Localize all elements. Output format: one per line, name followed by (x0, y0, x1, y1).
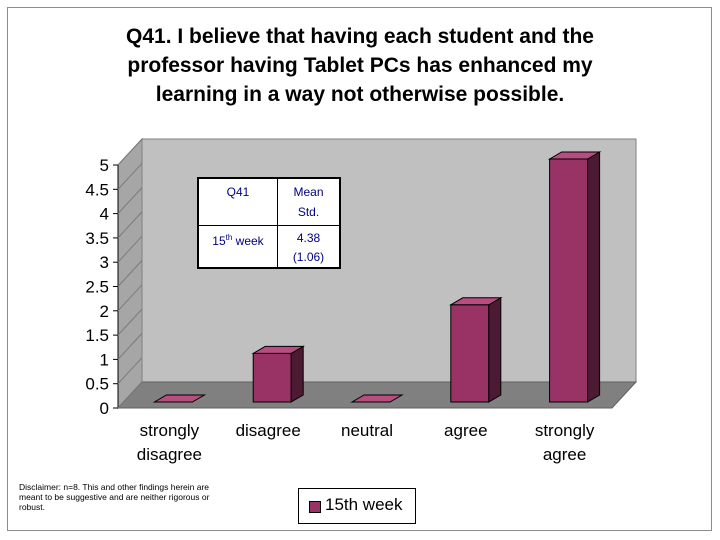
table-header-mean: Mean (293, 185, 324, 199)
y-tick-depth (117, 284, 143, 312)
title-line-3: learning in a way not otherwise possible… (155, 83, 565, 106)
bar-side (488, 296, 502, 403)
table-mean-value: 4.38 (296, 231, 321, 245)
y-tick-label: 0.5 (85, 375, 109, 394)
y-tick-label: 4.5 (85, 180, 109, 199)
bars (152, 151, 602, 403)
y-tick-label: 3 (100, 253, 109, 272)
y-tick-depth (117, 235, 143, 263)
y-tick-depth (117, 357, 143, 385)
x-category-label: disagree (236, 421, 301, 440)
y-tick-depth (117, 381, 143, 409)
bar-top (547, 151, 602, 160)
y-tick-depth (117, 138, 143, 166)
x-category-label: agree (444, 421, 487, 440)
stats-table: Q41 Mean Std. 15th week 4.38 (1.06) (197, 177, 341, 269)
x-category-label: disagree (137, 445, 202, 464)
table-divider-vertical (277, 179, 278, 267)
bar-front (549, 158, 589, 403)
table-header-std: Std. (297, 205, 320, 219)
bar-front (252, 352, 292, 403)
chart-title: Q41. I believe that having each student … (60, 22, 660, 109)
bar-top (251, 345, 306, 354)
bar-top (448, 297, 503, 306)
legend-swatch (309, 501, 321, 513)
y-tick-depth (117, 260, 143, 287)
y-tick-depth (117, 308, 143, 336)
bar (251, 345, 306, 403)
disclaimer-text: Disclaimer: n=8. This and other findings… (19, 482, 210, 512)
legend-label: 15th week (325, 495, 403, 514)
table-divider-horizontal (199, 225, 339, 226)
y-tick-label: 0 (100, 399, 109, 418)
y-tick-label: 4 (100, 205, 109, 224)
y-tick-depth (117, 187, 143, 214)
x-category-label: strongly (140, 421, 200, 440)
table-header-question: Q41 (226, 185, 250, 199)
y-tick-depth (117, 211, 143, 239)
title-line-1: Q41. I believe that having each student … (126, 25, 594, 48)
x-axis: strongly disagree disagree neutral agree stro… (137, 421, 595, 464)
y-tick-label: 5 (100, 156, 109, 175)
table-std-value: (1.06) (292, 250, 325, 264)
x-category-label: strongly (535, 421, 595, 440)
bar (350, 394, 404, 403)
bar-front (450, 304, 490, 403)
bar-side (587, 151, 601, 403)
y-tick-label: 2.5 (85, 278, 109, 297)
y-tick-label: 1.5 (85, 326, 109, 345)
y-axis: 0 0.5 1 1.5 2 2.5 3 3.5 4 4.5 5 (85, 138, 143, 418)
x-category-label: neutral (341, 421, 393, 440)
y-tick-label: 1 (100, 350, 109, 369)
y-tick-depth (117, 333, 143, 360)
bar (448, 296, 503, 403)
table-row-label: 15th week (212, 233, 264, 248)
title-line-2: professor having Tablet PCs has enhanced… (127, 54, 593, 77)
y-tick-depth (117, 162, 143, 190)
chart-legend: 15th week (298, 488, 416, 524)
y-tick-label: 3.5 (85, 229, 109, 248)
y-tick-label: 2 (100, 302, 109, 321)
bar-top (350, 394, 404, 403)
bar (547, 151, 602, 403)
x-category-label: agree (543, 445, 586, 464)
bar (152, 394, 207, 403)
bar-top (152, 394, 207, 403)
bar-side (290, 345, 304, 403)
